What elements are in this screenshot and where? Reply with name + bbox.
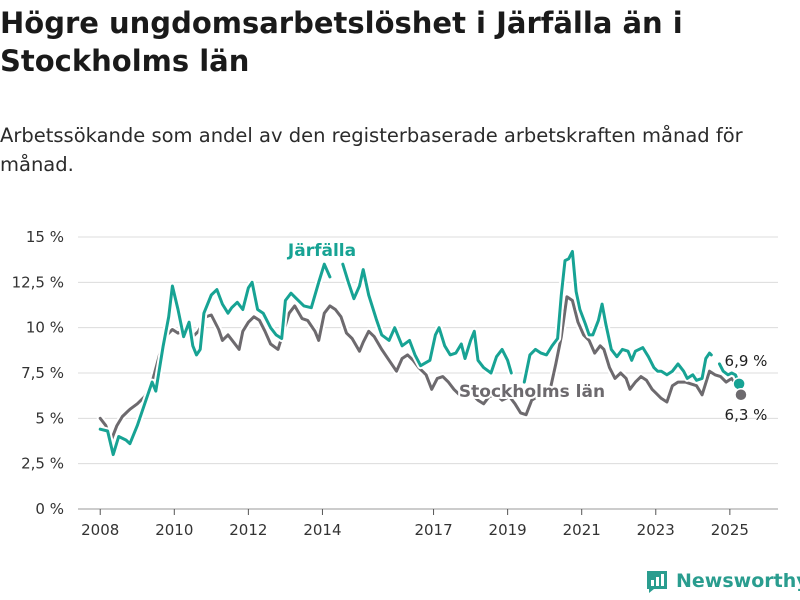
x-tick-label: 2010 [155,521,193,539]
chart-title: Högre ungdomsarbetslöshet i Järfälla än … [0,6,683,78]
x-tick-label: 2008 [81,521,119,539]
x-axis-ticks: 2008 2010 2012 2014 2017 2019 2021 2023 2025 [81,509,749,539]
grid-lines [78,236,778,510]
y-tick-label: 12,5 % [12,273,64,291]
newsworthy-logo-icon [647,571,667,593]
y-tick-label: 0 % [35,500,64,518]
jarfalla-end-value-label: 6,9 % [725,352,768,370]
y-axis-ticks: 0 % 2,5 % 5 % 7,5 % 10 % 12,5 % 15 % [12,228,64,518]
series-lines [96,248,748,459]
x-tick-label: 2012 [229,521,267,539]
jarfalla-line [718,362,741,386]
series-labels: Järfälla Stockholms län 6,9 % 6,3 % [287,241,768,424]
series-line-halo [339,260,515,377]
jarfalla-end-point [732,377,746,391]
jarfalla-line [522,250,713,384]
chart-subtitle: Arbetssökande som andel av den registerb… [0,124,743,176]
y-tick-label: 7,5 % [21,364,64,382]
newsworthy-brand: Newsworthy [644,568,800,594]
stockholm-end-value-label: 6,3 % [725,406,768,424]
stockholm-end-point [734,388,748,402]
y-tick-label: 2,5 % [21,455,64,473]
stockholm-series-label: Stockholms län [459,382,605,402]
jarfalla-line [341,262,513,375]
x-tick-label: 2019 [489,521,527,539]
y-tick-label: 15 % [26,228,64,246]
y-tick-label: 5 % [35,409,64,427]
x-tick-label: 2017 [414,521,452,539]
series-line-halo [520,248,715,386]
line-chart: 0 %2,5 %5 %7,5 %10 %12,5 %15 % 2008 2010 2… [12,228,778,539]
x-tick-label: 2021 [563,521,601,539]
y-tick-label: 10 % [26,319,64,337]
brand-name: Newsworthy [676,570,800,592]
jarfalla-series-label: Järfälla [287,241,356,261]
stockholm-line [98,295,743,442]
jarfalla-line [98,262,332,457]
x-tick-label: 2025 [711,521,749,539]
x-tick-label: 2023 [637,521,675,539]
x-tick-label: 2014 [303,521,341,539]
